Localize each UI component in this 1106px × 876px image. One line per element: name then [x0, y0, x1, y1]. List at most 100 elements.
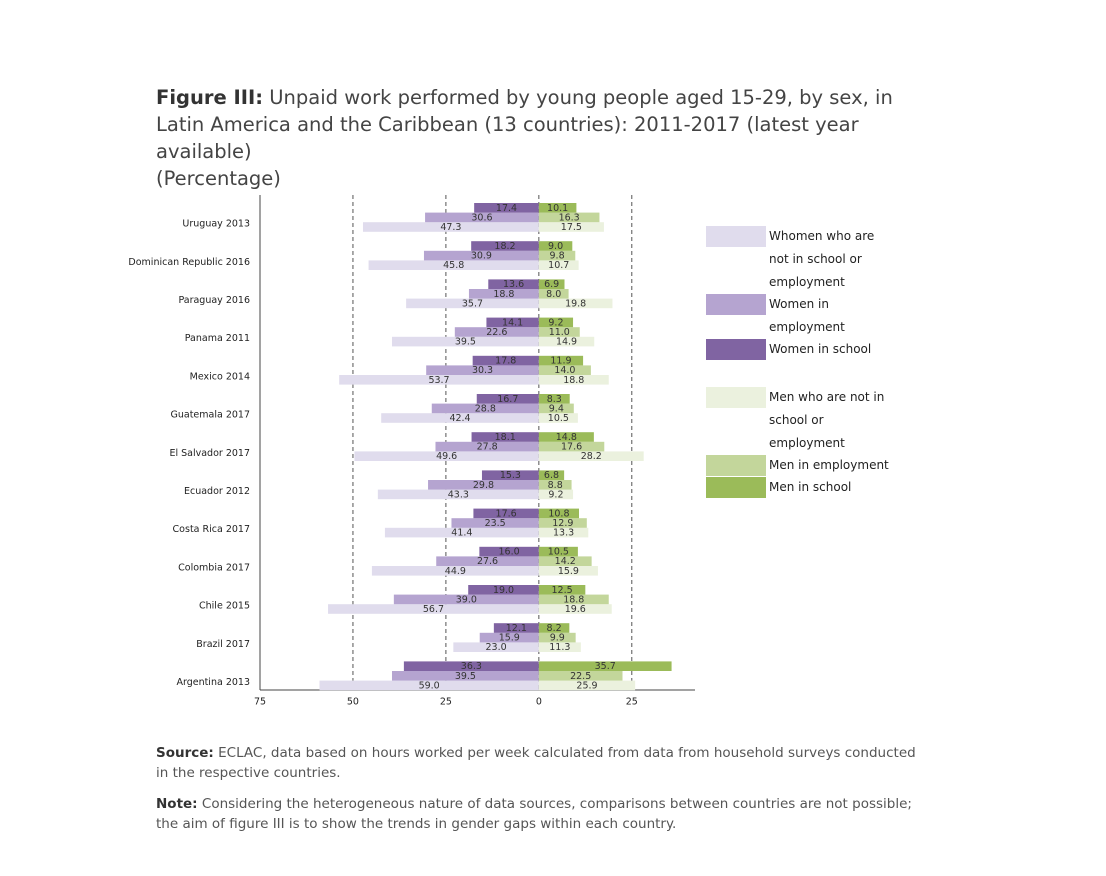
- bar: [377, 489, 539, 500]
- value-label: 9.4: [549, 403, 564, 414]
- value-label: 39.0: [456, 594, 477, 605]
- value-label: 10.5: [548, 413, 569, 424]
- value-label: 17.6: [496, 508, 517, 519]
- value-label: 11.3: [549, 642, 570, 653]
- category-label: Ecuador 2012: [184, 486, 250, 497]
- value-label: 18.8: [563, 594, 584, 605]
- bar: [538, 355, 584, 366]
- value-label: 14.0: [554, 365, 575, 376]
- bar: [538, 594, 609, 605]
- value-label: 18.1: [495, 432, 516, 443]
- value-label: 30.6: [471, 212, 492, 223]
- bar: [538, 680, 636, 691]
- legend-item: Whomen who are not in school or employme…: [706, 226, 906, 294]
- bar: [538, 298, 613, 309]
- bar: [425, 212, 539, 223]
- value-label: 19.8: [565, 298, 586, 309]
- bar: [453, 642, 539, 652]
- category-label: Costa Rica 2017: [173, 524, 250, 535]
- bar: [454, 327, 539, 337]
- legend-item: Men in employment: [706, 455, 906, 477]
- title-text: Unpaid work performed by young people ag…: [156, 86, 893, 163]
- legend-label: Men who are not in school or employment: [769, 390, 885, 450]
- bar: [474, 203, 539, 213]
- bar: [371, 566, 539, 576]
- x-tick-label: 75: [254, 697, 266, 708]
- bar: [368, 260, 539, 270]
- legend: Whomen who are not in school or employme…: [706, 226, 906, 499]
- bar: [538, 518, 587, 528]
- value-label: 17.5: [561, 222, 582, 233]
- bar: [472, 355, 539, 366]
- bar: [481, 470, 539, 480]
- bar: [538, 470, 565, 480]
- bar: [423, 250, 539, 261]
- subtitle: (Percentage): [156, 167, 281, 190]
- value-label: 14.9: [556, 337, 577, 348]
- bar: [538, 642, 581, 652]
- category-label: Argentina 2013: [176, 677, 250, 688]
- category-label: Chile 2015: [199, 601, 250, 612]
- value-label: 45.8: [443, 260, 464, 271]
- category-label: Dominican Republic 2016: [128, 257, 250, 268]
- bar: [426, 365, 539, 375]
- value-label: 9.0: [548, 241, 563, 252]
- legend-swatch: [706, 339, 766, 360]
- value-label: 13.6: [503, 279, 524, 290]
- bar: [538, 413, 578, 423]
- legend-label: Women in employment: [769, 297, 845, 334]
- bar: [538, 671, 623, 681]
- legend-item: Men in school: [706, 477, 906, 499]
- legend-swatch: [706, 455, 766, 476]
- bar: [538, 489, 574, 500]
- bar: [538, 336, 595, 347]
- legend-swatch: [706, 294, 766, 315]
- bar: [538, 527, 589, 538]
- value-label: 41.4: [451, 528, 472, 539]
- category-label: El Salvador 2017: [169, 448, 250, 459]
- bar: [486, 317, 539, 328]
- bar: [538, 403, 574, 414]
- value-label: 13.3: [553, 528, 574, 539]
- value-label: 19.0: [493, 585, 514, 596]
- value-label: 43.3: [448, 489, 469, 500]
- bar: [431, 403, 539, 414]
- figure-title: Figure III: Unpaid work performed by you…: [156, 84, 916, 192]
- bar: [488, 279, 539, 289]
- bar: [479, 632, 539, 643]
- value-label: 28.2: [581, 451, 602, 462]
- bar: [538, 394, 570, 404]
- legend-swatch: [706, 477, 766, 498]
- category-label: Paraguay 2016: [178, 295, 250, 306]
- x-tick-label: 25: [440, 697, 452, 708]
- value-label: 22.5: [570, 671, 591, 682]
- bar: [538, 250, 576, 261]
- bar: [354, 451, 539, 461]
- bar: [391, 671, 539, 681]
- value-label: 12.9: [552, 518, 573, 529]
- value-label: 10.5: [548, 547, 569, 558]
- value-label: 36.3: [461, 661, 482, 672]
- value-label: 28.8: [475, 403, 496, 414]
- category-label: Guatemala 2017: [170, 410, 250, 421]
- value-label: 8.3: [547, 394, 562, 405]
- value-label: 14.2: [555, 556, 576, 567]
- category-label: Mexico 2014: [190, 371, 250, 382]
- bar: [538, 623, 570, 633]
- bar: [406, 298, 539, 309]
- value-label: 22.6: [486, 327, 507, 338]
- value-label: 15.9: [499, 633, 520, 644]
- bar: [479, 546, 539, 557]
- value-label: 10.8: [548, 508, 569, 519]
- value-label: 35.7: [595, 661, 616, 672]
- bar: [538, 661, 672, 671]
- value-label: 9.9: [550, 633, 565, 644]
- value-label: 10.1: [547, 203, 568, 214]
- value-label: 30.3: [472, 365, 493, 376]
- bar: [471, 241, 539, 251]
- value-label: 35.7: [462, 298, 483, 309]
- legend-label: Women in school: [769, 342, 872, 356]
- category-label: Brazil 2017: [196, 639, 250, 650]
- value-label: 6.9: [544, 279, 559, 290]
- value-label: 15.3: [500, 470, 521, 481]
